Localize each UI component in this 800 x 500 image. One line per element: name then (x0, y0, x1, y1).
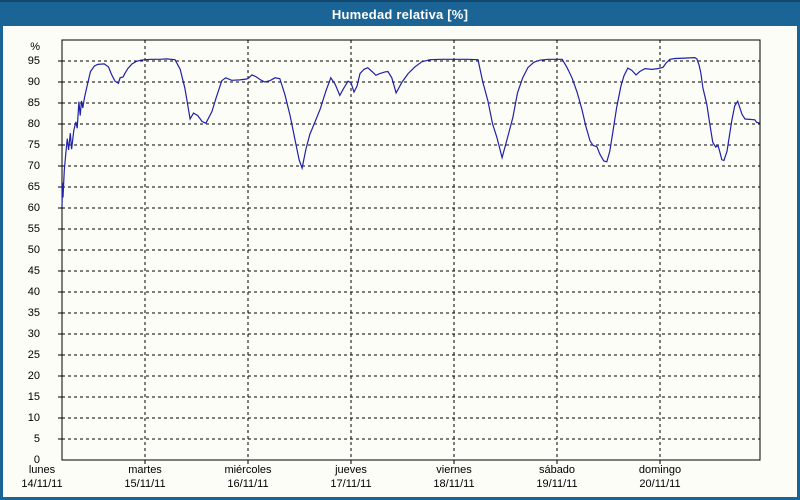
y-tick-label: 95 (27, 54, 40, 67)
y-tick-label: 75 (27, 138, 40, 151)
x-day-name-label: viernes (436, 464, 472, 476)
x-day-date-label: 18/11/11 (433, 478, 475, 490)
chart-title: Humedad relativa [%] (331, 6, 469, 22)
x-day-date-label: 20/11/11 (639, 478, 681, 490)
y-tick-label: 80 (27, 117, 40, 130)
x-day-name-label: lunes (28, 464, 56, 476)
y-tick-label: 20 (27, 369, 40, 382)
plot-border (61, 39, 761, 461)
title-bar[interactable]: Humedad relativa [%] (0, 0, 800, 26)
x-day-date-label: 14/11/11 (21, 478, 63, 490)
y-tick-label: 10 (27, 411, 40, 424)
y-tick-label: 70 (27, 159, 40, 172)
y-tick-label: 65 (27, 180, 40, 193)
x-day-name-label: domingo (638, 464, 682, 476)
y-tick-label: 90 (27, 75, 40, 88)
y-tick-label: 40 (27, 285, 40, 298)
y-tick-label: 35 (27, 306, 40, 319)
x-day-date-label: 17/11/11 (330, 478, 372, 490)
y-tick-label: 55 (27, 222, 40, 235)
y-tick-label: 50 (27, 243, 40, 256)
x-day-name-label: sábado (538, 464, 576, 476)
y-tick-label: 25 (27, 348, 40, 361)
humidity-series-line (61, 56, 760, 207)
y-tick-label: 30 (27, 327, 40, 340)
x-day-name-label: jueves (335, 464, 367, 476)
x-day-date-label: 16/11/11 (227, 478, 269, 490)
y-tick-label: 15 (27, 390, 40, 403)
y-tick-label: 5 (33, 432, 40, 445)
y-tick-label: 0 (33, 453, 40, 466)
x-day-date-label: 19/11/11 (536, 478, 578, 490)
y-axis-unit-label: % (30, 41, 40, 53)
x-day-date-label: 15/11/11 (124, 478, 166, 490)
y-tick-label: 45 (27, 264, 40, 277)
x-day-name-label: miércoles (224, 464, 272, 476)
y-tick-label: 60 (27, 201, 40, 214)
y-tick-label: 85 (27, 96, 40, 109)
x-day-name-label: martes (128, 464, 162, 476)
